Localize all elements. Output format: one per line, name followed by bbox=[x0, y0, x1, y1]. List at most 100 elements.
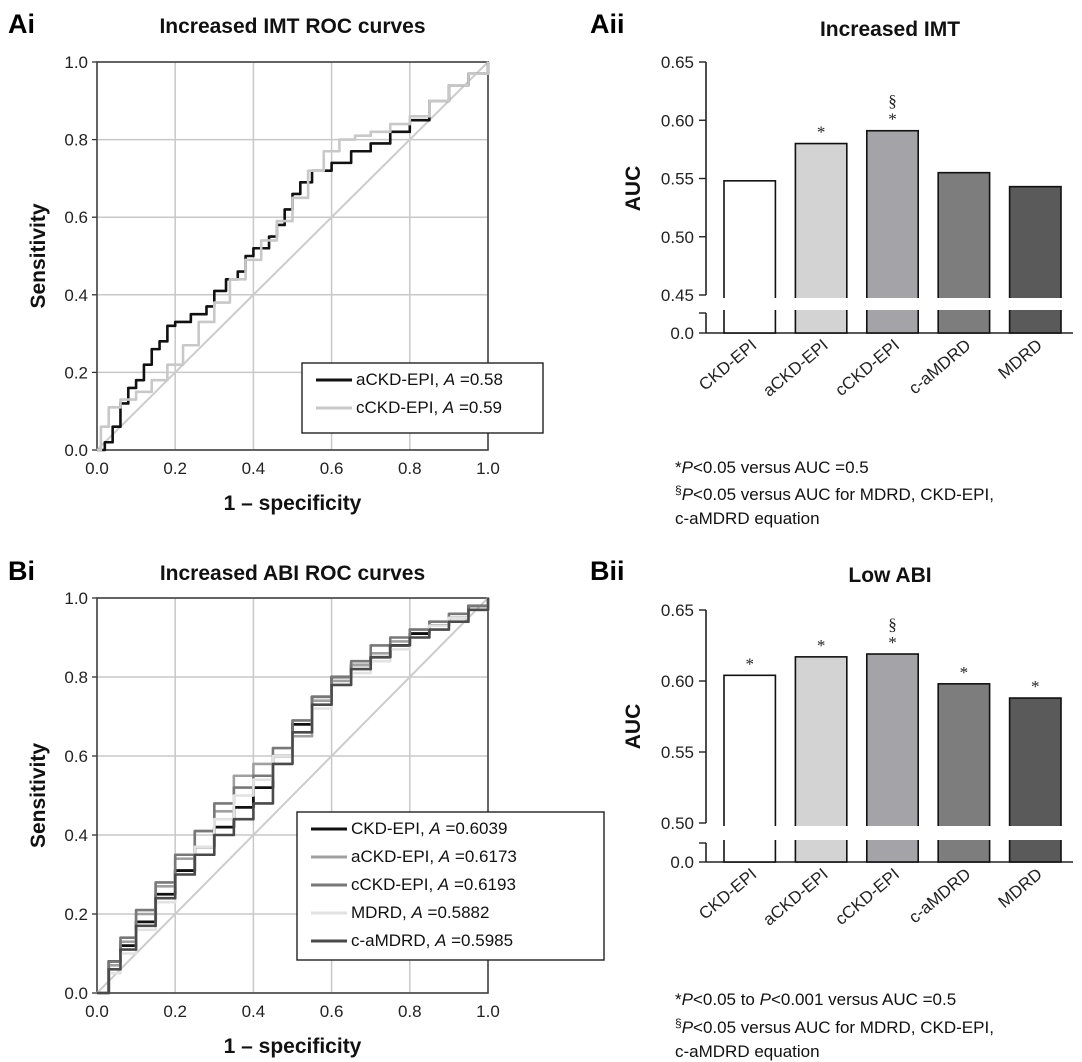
y-tick-label: 0.65 bbox=[661, 601, 694, 620]
axis-break-gap bbox=[720, 298, 779, 310]
category-label: cCKD-EPI bbox=[832, 336, 904, 400]
axis-break-gap bbox=[720, 826, 779, 840]
legend-entry: MDRD, A =0.5882 bbox=[351, 903, 489, 922]
y-tick-label: 0.2 bbox=[64, 905, 88, 924]
chart-title: Increased ABI ROC curves bbox=[160, 562, 425, 585]
y-tick-label: 0.8 bbox=[64, 131, 88, 150]
category-label: cCKD-EPI bbox=[832, 865, 904, 929]
category-label: MDRD bbox=[995, 865, 1046, 912]
panel-letter-bii: Bii bbox=[590, 556, 625, 586]
category-label: c-aMDRD bbox=[905, 336, 974, 399]
roc-curve-c-amdrd bbox=[97, 598, 490, 995]
y-axis-label: Sensitivity bbox=[27, 743, 50, 848]
category-label: c-aMDRD bbox=[905, 865, 974, 928]
bar-chart-low-abi: Low ABI 0.50 0.55 0.60 0.65 0.0 AUC * CKD-EPI * aC… bbox=[622, 564, 1073, 929]
plot-frame bbox=[96, 61, 489, 451]
legend-entry: cCKD-EPI, A =0.6193 bbox=[351, 875, 516, 894]
y-tick-label: 1.0 bbox=[64, 589, 88, 608]
chart-title: Increased IMT ROC curves bbox=[159, 15, 425, 38]
bar-cckd-epi-lower bbox=[865, 308, 920, 334]
roc-curve-ackd-epi bbox=[97, 62, 490, 452]
bar-mdrd-lower bbox=[1008, 838, 1062, 863]
bar-cckd-epi-lower bbox=[865, 838, 920, 863]
axis-break-gap bbox=[1006, 298, 1065, 310]
x-tick-label: 0.2 bbox=[163, 459, 187, 478]
x-tick-label: 0.0 bbox=[85, 1002, 109, 1021]
axis-break-gap bbox=[935, 826, 993, 840]
plot-frame bbox=[96, 597, 489, 994]
y-tick-label: 0.6 bbox=[64, 747, 88, 766]
footnote-section-imt-line2: c-aMDRD equation bbox=[675, 509, 820, 528]
significance-star: * bbox=[817, 123, 826, 142]
axis-break-gap bbox=[863, 298, 922, 310]
legend-box bbox=[296, 811, 605, 961]
legend-entry: CKD-EPI, A =0.6039 bbox=[351, 819, 507, 838]
y-tick-label: 0.55 bbox=[661, 743, 694, 762]
y-tick-label: 0.4 bbox=[64, 286, 88, 305]
bar-cckd-epi bbox=[865, 653, 920, 828]
bar-ackd-epi-lower bbox=[794, 308, 848, 334]
significance-star: * bbox=[888, 633, 897, 652]
category-label: CKD-EPI bbox=[695, 336, 760, 395]
y-axis-label: Sensitivity bbox=[27, 203, 50, 308]
chart-title: Increased IMT bbox=[820, 18, 960, 41]
roc-chart-increased-imt: Increased IMT ROC curves 0.0 0.2 0.4 0.6 0.8 1… bbox=[27, 15, 544, 515]
x-tick-label: 0.8 bbox=[398, 1002, 422, 1021]
axis-break-gap bbox=[935, 298, 993, 310]
footnote-section-imt: §P<0.05 versus AUC for MDRD, CKD-EPI, bbox=[675, 483, 994, 504]
axis-break-gap bbox=[792, 826, 850, 840]
panel-letter-aii: Aii bbox=[590, 9, 625, 39]
x-tick-label: 0.8 bbox=[398, 459, 422, 478]
significance-star: * bbox=[960, 663, 969, 682]
legend-entry: aCKD-EPI, A =0.6173 bbox=[351, 847, 517, 866]
footnote-star-abi: *P<0.05 to P<0.001 versus AUC =0.5 bbox=[675, 990, 956, 1009]
panel-letter-ai: Ai bbox=[8, 9, 35, 39]
bar-ckd-epi-lower bbox=[723, 308, 777, 334]
legend-entry: aCKD-EPI, A =0.58 bbox=[356, 370, 503, 389]
y-tick-label: 0.65 bbox=[661, 53, 694, 72]
y-tick-label: 0.8 bbox=[64, 668, 88, 687]
bar-c-amdrd bbox=[937, 683, 991, 828]
footnote-section-abi-line2: c-aMDRD equation bbox=[675, 1042, 820, 1061]
y-tick-label: 0.60 bbox=[661, 672, 694, 691]
bar-mdrd bbox=[1008, 697, 1062, 828]
bar-ackd-epi bbox=[794, 656, 848, 828]
x-tick-label: 1.0 bbox=[476, 1002, 500, 1021]
reference-diagonal bbox=[96, 597, 489, 994]
y-tick-label: 0.50 bbox=[661, 814, 694, 833]
y-tick-label: 0.2 bbox=[64, 363, 88, 382]
x-axis-label: 1 – specificity bbox=[224, 492, 362, 515]
bar-mdrd bbox=[1008, 185, 1062, 300]
y-axis-label: AUC bbox=[622, 704, 645, 750]
significance-star: * bbox=[888, 110, 897, 129]
legend: aCKD-EPI, A =0.58 cCKD-EPI, A =0.59 bbox=[301, 362, 544, 434]
bar-cckd-epi bbox=[865, 129, 920, 300]
y-tick-label: 0.0 bbox=[64, 441, 88, 460]
reference-diagonal bbox=[96, 61, 489, 451]
bar-c-amdrd bbox=[937, 171, 991, 300]
legend: CKD-EPI, A =0.6039 aCKD-EPI, A =0.6173 cCK… bbox=[296, 811, 605, 961]
category-label: MDRD bbox=[995, 336, 1046, 383]
axis-break-gap bbox=[792, 298, 850, 310]
y-tick-label: 0.0 bbox=[670, 324, 694, 343]
category-label: CKD-EPI bbox=[695, 865, 760, 924]
bar-ckd-epi bbox=[723, 674, 777, 828]
significance-star: * bbox=[817, 636, 826, 655]
x-tick-label: 0.2 bbox=[163, 1002, 187, 1021]
x-tick-label: 0.6 bbox=[320, 459, 344, 478]
y-tick-label: 0.0 bbox=[64, 984, 88, 1003]
y-tick-label: 0.50 bbox=[661, 228, 694, 247]
x-tick-label: 1.0 bbox=[476, 459, 500, 478]
footnote-star-imt: *P<0.05 versus AUC =0.5 bbox=[675, 458, 869, 477]
significance-section: § bbox=[888, 92, 897, 111]
footnote-section-abi: §P<0.05 versus AUC for MDRD, CKD-EPI, bbox=[675, 1016, 994, 1037]
chart-title: Low ABI bbox=[848, 564, 931, 587]
category-label: aCKD-EPI bbox=[759, 865, 831, 930]
significance-star: * bbox=[745, 654, 754, 673]
bar-c-amdrd-lower bbox=[937, 308, 991, 334]
x-tick-label: 0.4 bbox=[242, 459, 266, 478]
significance-section: § bbox=[888, 615, 897, 634]
bar-ackd-epi bbox=[794, 142, 848, 300]
bar-ckd-epi-lower bbox=[723, 838, 777, 863]
